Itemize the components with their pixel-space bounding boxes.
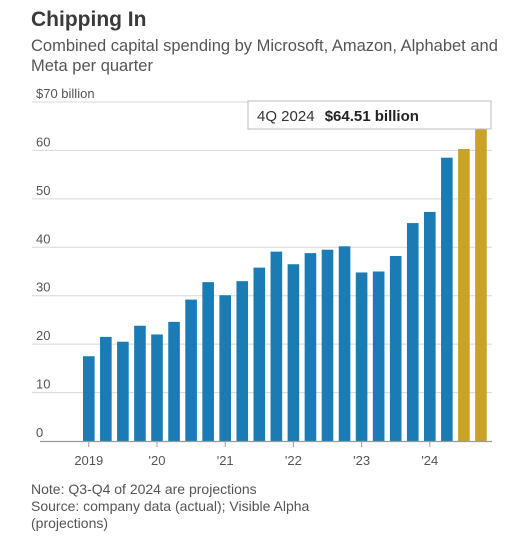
bar: [287, 264, 300, 441]
x-tick-label: '21: [217, 453, 234, 468]
bar: [304, 253, 317, 441]
bar: [338, 246, 351, 441]
x-tick-label: '22: [285, 453, 302, 468]
y-tick-label: $70 billion: [36, 86, 95, 101]
source-note: Source: company data (actual); Visible A…: [31, 498, 310, 531]
chart-subtitle: Combined capital spending by Microsoft, …: [31, 37, 498, 75]
bar: [185, 299, 197, 441]
bar: [424, 211, 436, 441]
bar: [270, 251, 283, 441]
callout-box: [247, 100, 492, 130]
y-tick-label: 40: [36, 231, 50, 246]
bar: [202, 282, 214, 441]
x-axis: 2019 '20 '21 '22 '23 '24: [40, 440, 492, 468]
bar: [355, 272, 368, 441]
callout: 4Q 2024 $64.51 billion: [247, 100, 492, 130]
bar-projected: [475, 128, 487, 441]
x-tick-label: '23: [353, 453, 370, 468]
bar: [321, 249, 334, 441]
notes: Note: Q3-Q4 of 2024 are projections Sour…: [31, 481, 501, 532]
bar-chart: 0 10 20 30 40 50 60 $70 billion 2019 '20 '21 '22 '2…: [32, 86, 492, 468]
y-tick-label: 60: [36, 134, 50, 149]
y-tick-label: 50: [36, 183, 50, 198]
bar: [83, 356, 95, 441]
chart-title: Chipping In: [31, 8, 147, 31]
bar: [219, 295, 231, 441]
bar: [372, 271, 385, 441]
x-tick-label: 2019: [74, 453, 103, 468]
bar: [168, 321, 180, 441]
x-tick-label: '24: [421, 453, 438, 468]
x-tick-label: '20: [149, 453, 166, 468]
callout-period: 4Q 2024: [257, 108, 315, 125]
bar: [151, 334, 163, 441]
bar-projected: [458, 148, 470, 441]
y-tick-label: 20: [36, 328, 50, 343]
bar: [441, 157, 453, 441]
bar: [389, 256, 402, 441]
y-tick-label: 0: [36, 425, 43, 440]
bar: [100, 336, 112, 441]
y-tick-label: 30: [36, 280, 50, 295]
projection-note: Note: Q3-Q4 of 2024 are projections: [31, 481, 257, 497]
bar: [117, 341, 129, 441]
bars: [83, 128, 487, 441]
callout-label: 4Q 2024 $64.51 billion: [257, 108, 419, 125]
bar: [236, 281, 249, 441]
bar: [134, 325, 146, 441]
y-tick-label: 10: [36, 377, 50, 392]
callout-value: $64.51 billion: [325, 108, 419, 125]
y-axis-ticks: 0 10 20 30 40 50 60 $70 billion: [36, 86, 95, 440]
bar: [253, 267, 266, 441]
bar: [406, 223, 419, 441]
